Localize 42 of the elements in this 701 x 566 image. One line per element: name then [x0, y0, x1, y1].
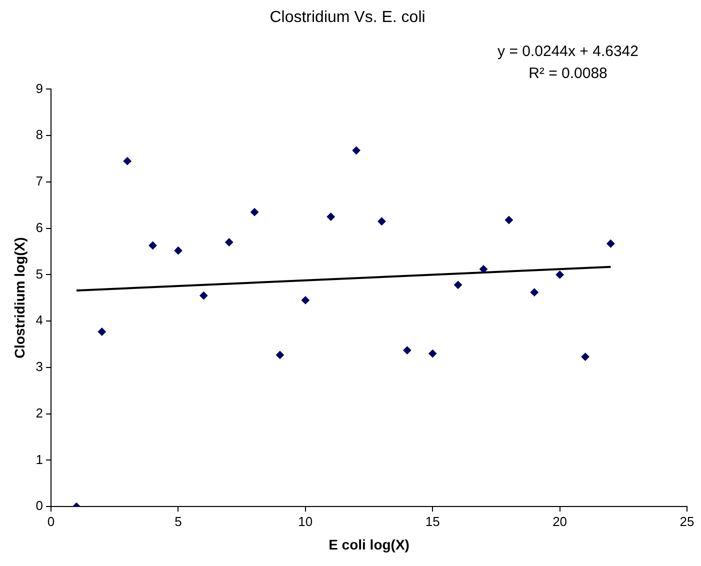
y-tick-label: 7	[36, 174, 44, 189]
point	[326, 212, 335, 221]
x-tick-label: 10	[298, 514, 313, 529]
point	[378, 217, 386, 226]
x-axis-title: E coli log(X)	[328, 536, 410, 552]
text: R² = 0.0088	[528, 65, 608, 82]
point	[148, 241, 157, 250]
point	[352, 146, 360, 154]
point	[504, 216, 513, 224]
point	[606, 240, 615, 248]
point	[479, 265, 488, 274]
text: y = 0.0244x + 4.6342	[498, 43, 638, 60]
x-tick-label: 15	[425, 514, 440, 529]
point	[200, 292, 208, 300]
y-tick-label: 0	[36, 498, 44, 514]
point	[250, 208, 259, 216]
x-tick-label: 25	[680, 514, 694, 529]
chart-title: Clostridium Vs. E. coli	[270, 9, 426, 26]
y-tick-label: 8	[36, 127, 44, 142]
point	[454, 280, 462, 289]
x-tick-label: 5	[174, 514, 182, 529]
y-tick-label: 3	[36, 359, 44, 374]
point	[225, 238, 234, 246]
point	[530, 288, 538, 296]
point	[581, 352, 590, 361]
point	[301, 296, 310, 304]
y-tick-label: 2	[36, 405, 44, 420]
y-tick-label: 9	[36, 80, 44, 96]
point	[123, 157, 132, 166]
point	[174, 246, 182, 255]
point	[403, 346, 412, 354]
y-axis-title: Clostridium log(X)	[11, 237, 28, 359]
point	[556, 270, 564, 279]
x-tick-label: 0	[47, 514, 55, 529]
y-tick-label: 5	[36, 266, 44, 282]
y-tick-label: 4	[36, 312, 44, 328]
x-tick-label: 20	[552, 514, 568, 529]
y-tick-label: 1	[36, 452, 44, 467]
y-tick-label: 6	[36, 220, 44, 235]
point	[428, 350, 437, 358]
point	[276, 350, 284, 359]
point	[98, 328, 106, 336]
